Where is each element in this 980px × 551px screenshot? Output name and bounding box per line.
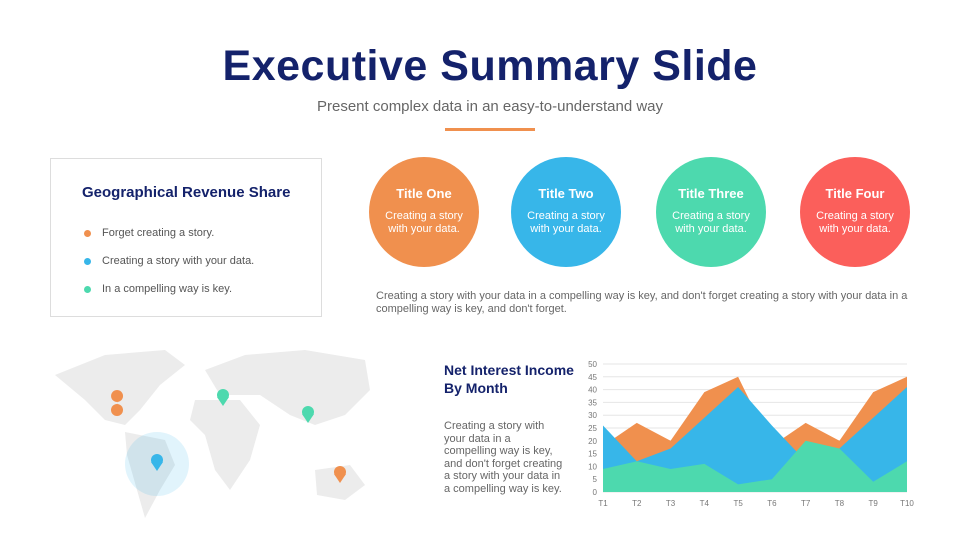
circle-title: Title Four	[825, 186, 885, 201]
list-item: Creating a story with your data.	[84, 255, 254, 267]
circle-text: Creating a story with your data.	[816, 210, 894, 235]
summary-paragraph: Creating a story with your data in a com…	[376, 290, 908, 315]
bullet-icon	[84, 229, 91, 237]
geo-revenue-card: Geographical Revenue Share Forget creati…	[50, 158, 322, 317]
map-pin-icon	[151, 454, 163, 471]
circle-title: Title One	[396, 186, 452, 201]
y-tick-label: 5	[593, 475, 598, 484]
x-tick-label: T10	[900, 499, 914, 508]
map-pin-icon	[302, 406, 314, 423]
x-tick-label: T1	[598, 499, 608, 508]
chart-section-text: Creating a story with your data in a com…	[444, 420, 563, 495]
y-tick-label: 30	[588, 411, 597, 420]
y-tick-label: 35	[588, 398, 597, 407]
x-tick-label: T7	[801, 499, 811, 508]
x-tick-label: T4	[700, 499, 710, 508]
map-africa	[190, 400, 260, 490]
map-south-america	[125, 432, 175, 518]
y-tick-label: 10	[588, 462, 597, 471]
circle-title-four: Title Four Creating a story with your dat…	[800, 157, 910, 267]
x-tick-label: T2	[632, 499, 642, 508]
circle-title: Title Three	[678, 186, 744, 201]
circle-text: Creating a story with your data.	[527, 210, 605, 235]
circle-title-three: Title Three Creating a story with your da…	[656, 157, 766, 267]
y-tick-label: 50	[588, 360, 597, 369]
circle-title-one: Title One Creating a story with your data…	[369, 157, 479, 267]
circle-title-two: Title Two Creating a story with your data…	[511, 157, 621, 267]
list-item: In a compelling way is key.	[84, 283, 232, 295]
y-tick-label: 45	[588, 373, 597, 382]
map-pin-icon	[217, 389, 229, 406]
x-tick-label: T8	[835, 499, 845, 508]
list-item-label: Creating a story with your data.	[102, 255, 255, 267]
geo-title: Geographical Revenue Share	[82, 184, 291, 201]
list-item-label: Forget creating a story.	[102, 227, 215, 239]
map-eurasia	[205, 350, 370, 425]
area-series	[603, 440, 907, 492]
chart-section-title: Net Interest Income By Month	[444, 362, 574, 396]
list-item: Forget creating a story.	[84, 227, 214, 239]
bullet-icon	[84, 257, 91, 265]
y-tick-label: 0	[593, 488, 598, 497]
world-map	[55, 350, 370, 518]
title-divider	[445, 128, 535, 131]
x-tick-label: T3	[666, 499, 676, 508]
map-pin-icon	[111, 390, 124, 420]
list-item-label: In a compelling way is key.	[102, 283, 233, 295]
x-tick-label: T6	[767, 499, 777, 508]
y-tick-label: 20	[588, 437, 597, 446]
y-tick-label: 40	[588, 386, 597, 395]
y-tick-label: 15	[588, 450, 597, 459]
x-tick-label: T9	[869, 499, 879, 508]
circle-text: Creating a story with your data.	[385, 210, 463, 235]
circle-title: Title Two	[538, 186, 594, 201]
circle-text: Creating a story with your data.	[672, 210, 750, 235]
page-title: Executive Summary Slide	[222, 42, 758, 90]
map-north-america	[55, 350, 185, 425]
bullet-icon	[84, 285, 91, 293]
area-chart: 0 5 10 15 20 25 30 35 40 45 50 T1 T2 T3 T4 T5 T6 T7 T8 T9 T1…	[588, 360, 914, 508]
x-tick-label: T5	[733, 499, 743, 508]
map-pin-icon	[334, 466, 346, 483]
y-tick-label: 25	[588, 424, 597, 433]
page-subtitle: Present complex data in an easy-to-under…	[316, 98, 664, 115]
